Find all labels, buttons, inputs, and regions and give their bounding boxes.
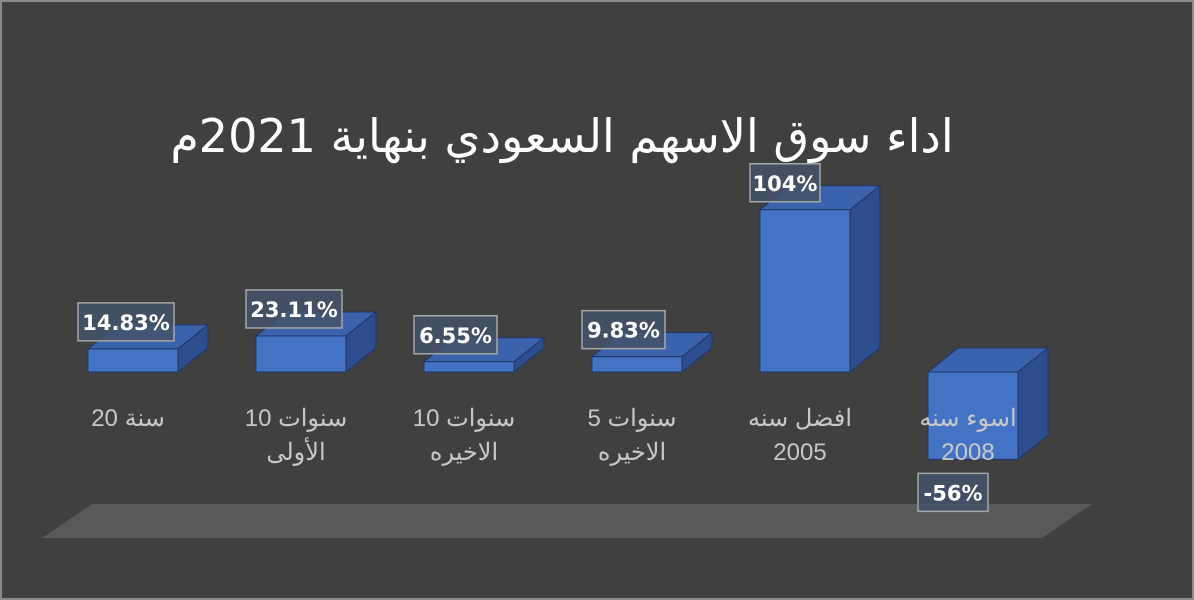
data-label-1: 23.11%: [250, 298, 337, 322]
chart-floor: [42, 504, 1092, 538]
bar-5: [927, 371, 1019, 460]
bar-side-4: [849, 184, 881, 374]
data-label-3: 9.83%: [587, 319, 660, 343]
category-label-1-1: الأولى: [266, 436, 325, 466]
category-label-4-1: 2005: [773, 439, 826, 466]
category-label-2-0: 10 سنوات: [413, 405, 515, 432]
bar-3: [591, 356, 683, 373]
bar-0: [87, 348, 179, 373]
bar-1: [255, 335, 347, 373]
bar-4: [759, 209, 851, 373]
data-label-0: 14.83%: [82, 311, 169, 335]
category-label-1-0: 10 سنوات: [245, 405, 347, 432]
category-label-0-0: 20 سنة: [91, 405, 165, 432]
category-label-5-0: اسوء سنه: [919, 405, 1016, 432]
chart-title: اداء سوق الاسهم السعودي بنهاية 2021م: [170, 109, 953, 164]
data-label-2: 6.55%: [419, 324, 492, 348]
category-label-2-1: الاخيره: [430, 439, 498, 466]
data-label-box-3: [581, 309, 666, 350]
data-label-box-4: [749, 163, 821, 203]
data-label-box-2: [413, 315, 498, 355]
data-label-box-0: [77, 302, 175, 342]
category-label-3-1: الاخيره: [598, 439, 666, 466]
data-label-box-1: [245, 289, 343, 329]
category-label-4-0: افضل سنه: [748, 405, 852, 432]
data-label-5: -56%: [924, 481, 983, 505]
category-label-3-0: 5 سنوات: [587, 405, 676, 432]
bar-2: [423, 361, 515, 373]
category-label-5-1: 2008: [941, 439, 994, 466]
data-label-4: 104%: [753, 172, 818, 196]
data-label-box-5: [917, 472, 989, 513]
